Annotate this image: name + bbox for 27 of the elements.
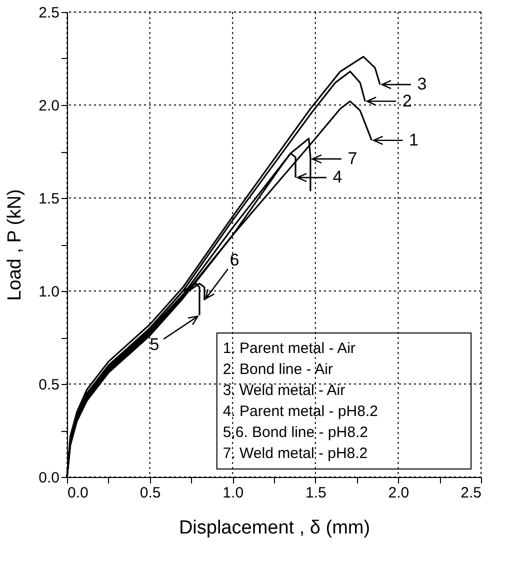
annotation: 2 (402, 91, 412, 110)
y-tick-label: 0.0 (38, 470, 60, 486)
x-tick-label: 1.0 (222, 484, 244, 502)
x-tick-label: 0.5 (140, 484, 161, 502)
y-tick-label: 2.5 (38, 4, 60, 22)
x-tick-label: 2.0 (388, 484, 410, 502)
y-tick-label: 0.5 (38, 376, 60, 394)
y-tick-label: 1.0 (38, 284, 60, 300)
x-tick-label: 1.5 (305, 484, 326, 502)
annotation: 3 (417, 74, 427, 94)
annotation: 7. Weld metal - pH8.2 (222, 445, 368, 462)
annotation: 2. Bond line - Air (222, 361, 333, 378)
annotation: 3. Weld metal - Air (222, 382, 346, 399)
x-tick-label: 0.0 (68, 484, 88, 502)
annotation: 1 (408, 130, 418, 150)
annotation: 6 (230, 250, 240, 270)
annotation: 5 (150, 335, 160, 354)
annotation: 1. Parent metal - Air (222, 340, 356, 357)
annotation: 4. Parent metal - pH8.2 (222, 403, 378, 420)
y-axis-title: Load , P (kN) (4, 189, 26, 301)
x-tick-label: 2.5 (460, 484, 482, 502)
annotation: 7 (348, 148, 358, 168)
annotation: 4 (332, 168, 342, 187)
annotation: 5,6. Bond line - pH8.2 (222, 424, 368, 441)
x-axis-title: Displacement , δ (mm) (178, 518, 370, 538)
y-tick-label: 2.0 (38, 98, 60, 114)
y-tick-label: 1.5 (38, 190, 60, 208)
